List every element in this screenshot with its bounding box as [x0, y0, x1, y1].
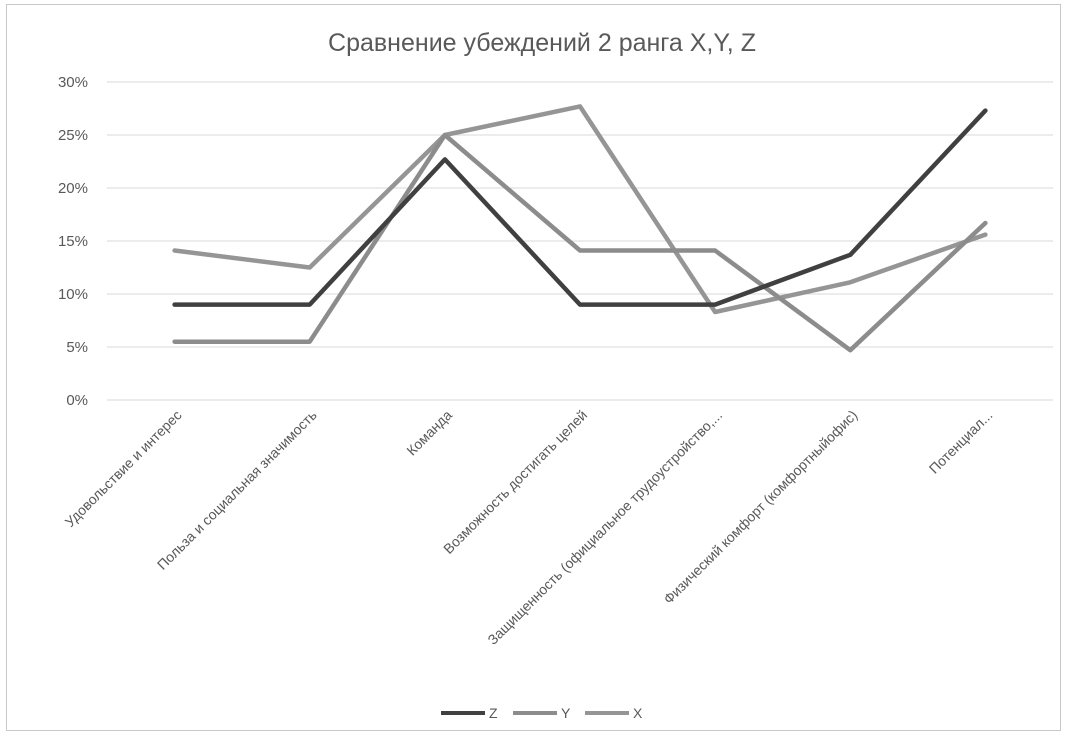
- x-tick-label: Защищенность (официальное трудоустройств…: [484, 407, 725, 648]
- x-tick-label: Потенциал...: [926, 407, 996, 477]
- gridlines: [107, 81, 1053, 401]
- chart-title: Сравнение убеждений 2 ранга X,Y, Z: [328, 29, 756, 57]
- x-tick-label: Возможность достигать целей: [440, 407, 590, 557]
- series-line-y: [172, 132, 988, 353]
- chart-frame: [6, 4, 1061, 731]
- y-tick-label: 10%: [58, 286, 88, 303]
- y-tick-label: 30%: [58, 74, 88, 91]
- series-line-z: [172, 108, 988, 307]
- series-line-x: [172, 104, 988, 315]
- y-tick-label: 5%: [66, 339, 88, 356]
- x-tick-label: Команда: [403, 407, 455, 459]
- y-tick-label: 15%: [58, 233, 88, 250]
- legend-label-z: Z: [489, 705, 498, 721]
- y-tick-label: 20%: [58, 180, 88, 197]
- y-tick-label: 25%: [58, 127, 88, 144]
- series-lines: [172, 104, 988, 353]
- y-axis-ticks: 0% 5% 10% 15% 20% 25% 30%: [58, 74, 88, 409]
- legend-label-x: X: [633, 705, 643, 721]
- x-tick-label: Удовольствие и интерес: [62, 407, 185, 530]
- y-tick-label: 0%: [66, 392, 88, 409]
- x-tick-label: Польза и социальная значимость: [154, 407, 320, 573]
- legend-label-y: Y: [561, 705, 571, 721]
